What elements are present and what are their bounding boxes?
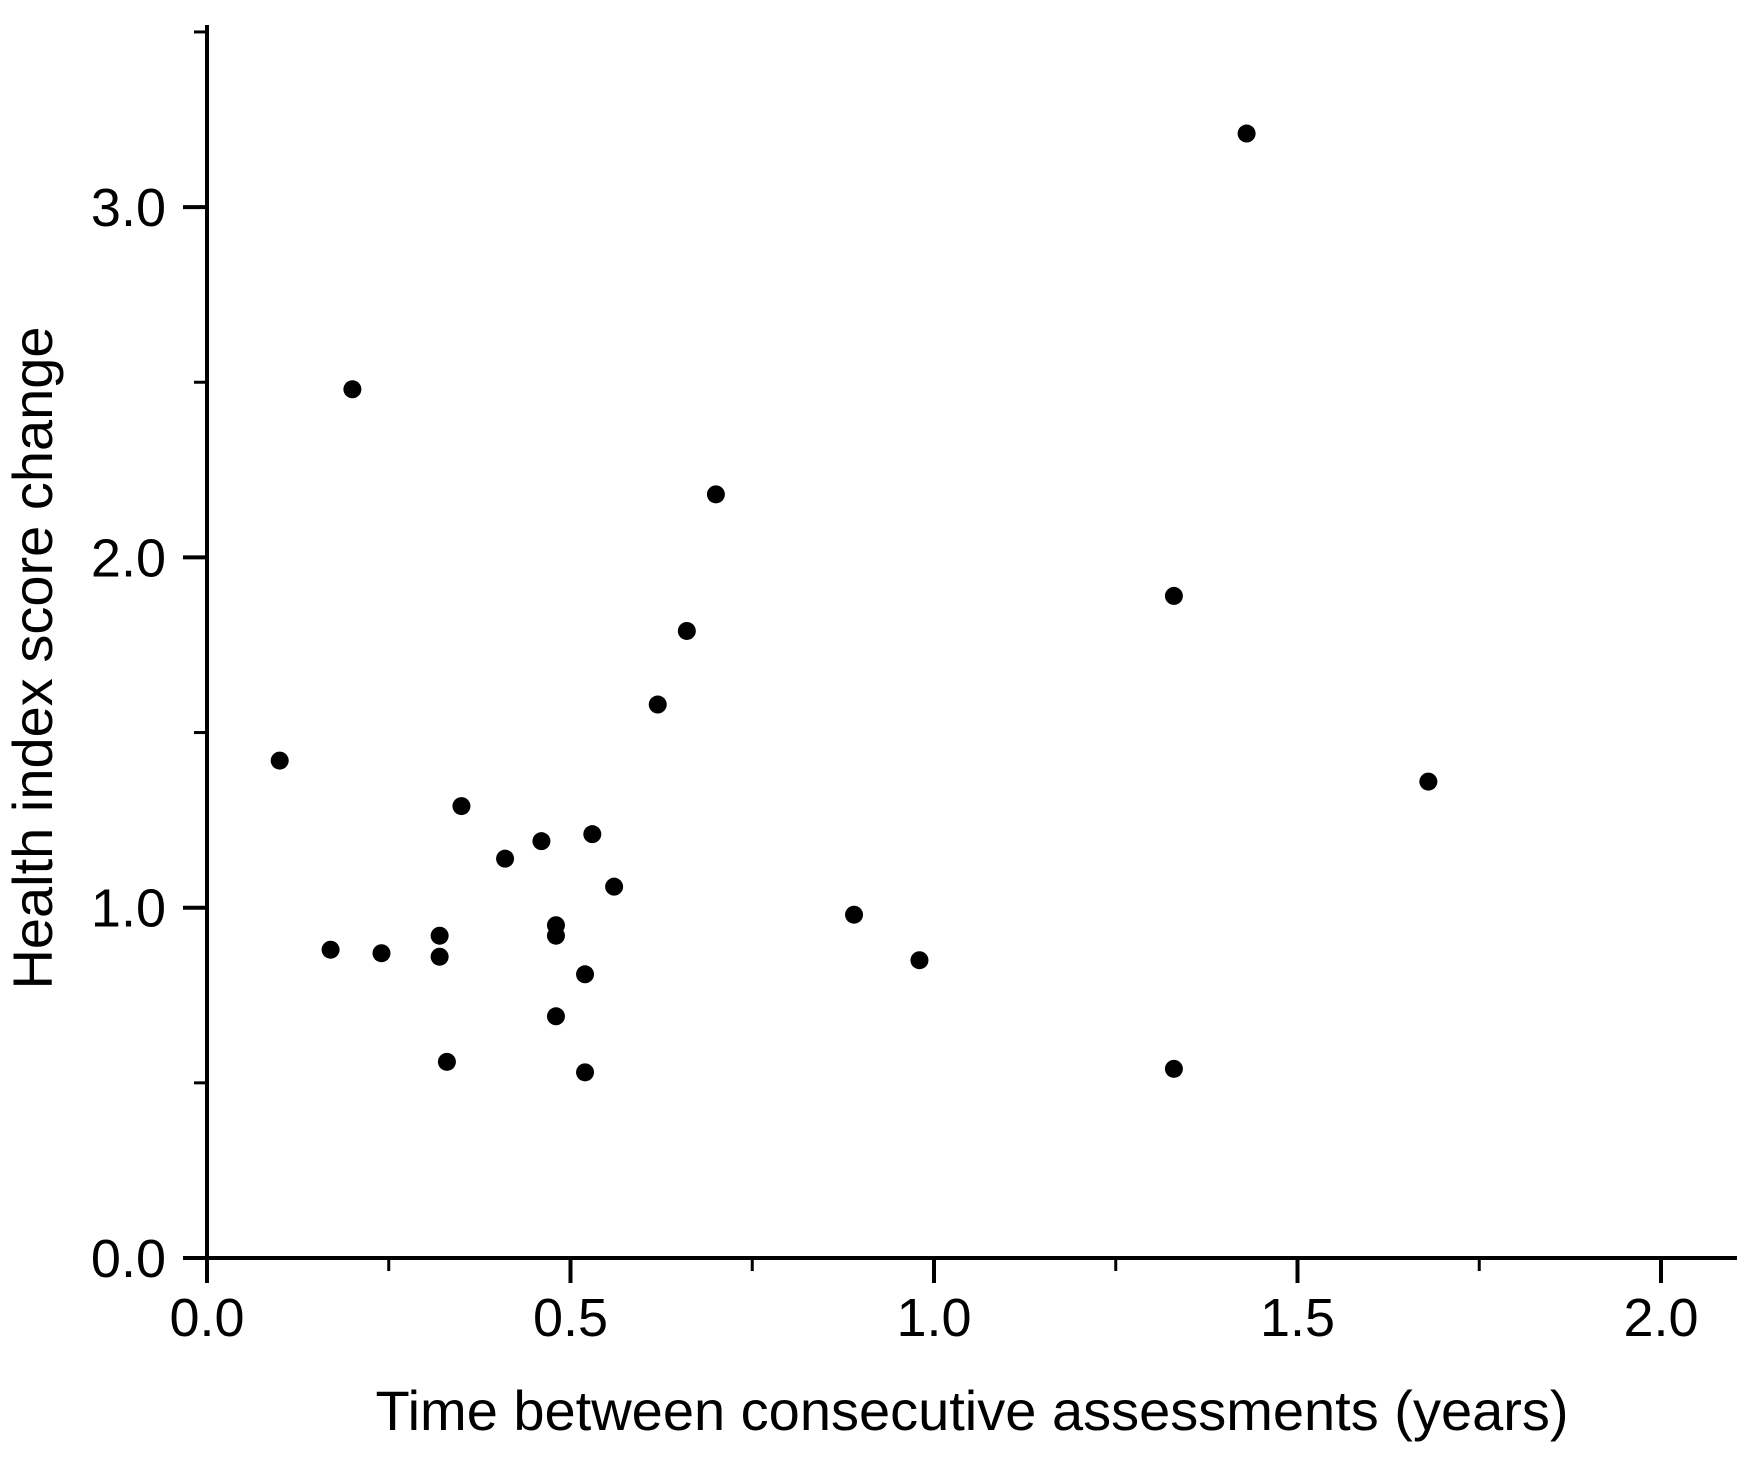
y-tick-label: 1.0 xyxy=(91,879,166,939)
x-tick-labels: 0.0 0.5 1.0 1.5 2.0 xyxy=(169,1288,1698,1348)
data-point xyxy=(546,1007,565,1026)
axes xyxy=(205,25,1737,1260)
x-tick-label: 1.0 xyxy=(896,1288,971,1348)
data-point xyxy=(437,1052,456,1071)
x-tick-label: 0.5 xyxy=(533,1288,608,1348)
data-point xyxy=(1419,772,1438,791)
x-tick-label: 2.0 xyxy=(1623,1288,1698,1348)
x-tick-label: 0.0 xyxy=(169,1288,244,1348)
x-tick-label: 1.5 xyxy=(1260,1288,1335,1348)
data-point xyxy=(343,380,362,399)
data-point xyxy=(576,965,595,984)
y-axis-title: Health index score change xyxy=(1,326,64,989)
data-point xyxy=(845,905,864,924)
data-point xyxy=(910,951,929,970)
y-tick-labels: 0.0 1.0 2.0 3.0 xyxy=(91,178,166,1289)
data-point xyxy=(605,877,624,896)
x-axis-title: Time between consecutive assessments (ye… xyxy=(375,1379,1568,1442)
data-point xyxy=(430,947,449,966)
y-tick-label: 2.0 xyxy=(91,528,166,588)
data-point xyxy=(706,485,725,504)
y-ticks xyxy=(183,30,207,1260)
data-point xyxy=(496,849,515,868)
data-point xyxy=(452,797,471,816)
y-tick-label: 0.0 xyxy=(91,1229,166,1289)
data-points xyxy=(270,124,1438,1082)
data-point xyxy=(321,940,340,959)
data-point xyxy=(430,926,449,945)
data-point xyxy=(1164,586,1183,605)
y-tick-label: 3.0 xyxy=(91,178,166,238)
data-point xyxy=(648,695,667,714)
data-point xyxy=(1164,1059,1183,1078)
data-point xyxy=(532,832,551,851)
data-point xyxy=(1237,124,1256,143)
data-point xyxy=(270,751,289,770)
x-ticks xyxy=(205,1258,1663,1283)
data-point xyxy=(546,926,565,945)
data-point xyxy=(576,1063,595,1082)
data-point xyxy=(372,944,391,963)
data-point xyxy=(677,621,696,640)
data-point xyxy=(583,825,602,844)
